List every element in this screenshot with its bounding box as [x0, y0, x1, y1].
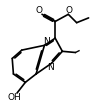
Text: O: O — [36, 6, 43, 15]
Text: N: N — [48, 63, 54, 72]
Text: OH: OH — [7, 93, 21, 102]
Text: N: N — [43, 37, 50, 47]
Text: O: O — [65, 6, 72, 15]
